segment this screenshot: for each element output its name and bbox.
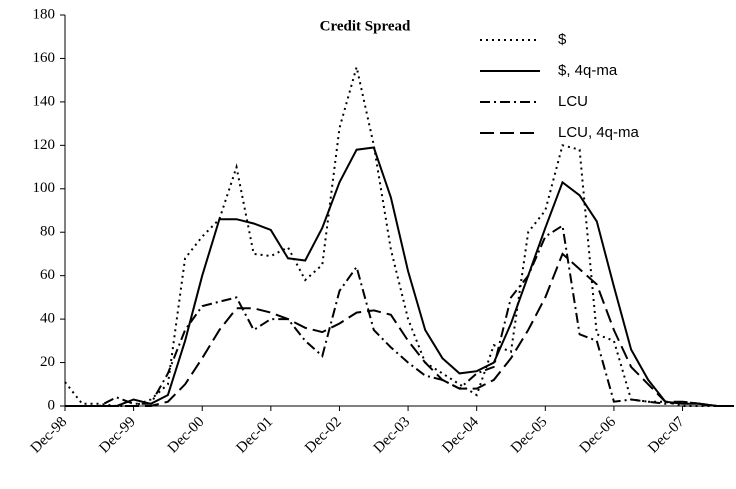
y-tick-label: 180: [33, 6, 56, 22]
y-tick-label: 120: [33, 137, 56, 153]
x-tick-label: Dec-98: [28, 414, 71, 457]
y-tick-label: 40: [40, 311, 55, 327]
line-series: [64, 66, 734, 407]
x-tick-label: Dec-07: [645, 414, 688, 457]
legend-label: $, 4q-ma: [558, 62, 618, 79]
x-tick-label: Dec-00: [165, 414, 208, 457]
y-tick-label: 60: [40, 267, 55, 283]
x-tick-label: Dec-03: [371, 414, 414, 457]
y-tick-label: 80: [40, 224, 55, 240]
x-tick-label: Dec-99: [96, 414, 139, 457]
legend-label: LCU: [558, 93, 588, 110]
line-series: [65, 224, 734, 407]
y-tick-label: 0: [48, 397, 56, 413]
chart-title: Credit Spread: [320, 18, 411, 34]
line-series: [65, 146, 734, 407]
legend-label: $: [558, 31, 567, 48]
y-tick-label: 20: [40, 354, 55, 370]
x-tick-label: Dec-02: [302, 414, 345, 457]
x-tick-label: Dec-04: [439, 414, 482, 457]
x-tick-label: Dec-05: [508, 414, 551, 457]
legend-label: LCU, 4q-ma: [558, 124, 640, 141]
line-series: [65, 252, 734, 407]
y-tick-label: 140: [33, 93, 56, 109]
x-tick-label: Dec-06: [577, 414, 620, 457]
y-tick-label: 100: [33, 180, 56, 196]
y-tick-label: 160: [33, 50, 56, 66]
x-tick-label: Dec-01: [234, 414, 277, 457]
